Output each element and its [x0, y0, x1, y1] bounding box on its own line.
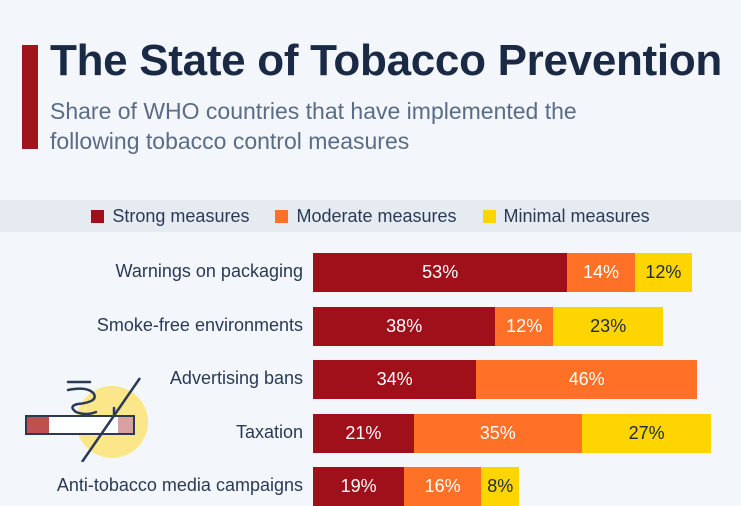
title-accent-bar [22, 45, 38, 149]
bar-segment: 12% [495, 306, 553, 346]
data-label: 16% [424, 476, 461, 496]
data-label: 27% [628, 422, 665, 443]
bar-segment: 8% [481, 467, 520, 506]
bar-segment: 14% [567, 253, 635, 292]
legend-swatch [482, 209, 496, 223]
data-label: 38% [386, 315, 423, 336]
legend-label: Strong measures [112, 205, 250, 226]
bar-segment: 38% [313, 306, 496, 346]
data-label: 14% [582, 262, 619, 282]
data-label: 12% [645, 262, 682, 282]
legend: Strong measures Moderate measures Minima… [0, 200, 741, 232]
data-label: 23% [590, 315, 627, 336]
legend-swatch [91, 209, 105, 223]
bar-segment: 53% [313, 253, 568, 292]
data-label: 12% [506, 315, 543, 336]
page-subtitle: Share of WHO countries that have impleme… [50, 98, 577, 154]
bar-segment: 19% [313, 467, 405, 506]
bar-segment: 35% [413, 413, 582, 453]
legend-item-moderate: Moderate measures [275, 205, 457, 227]
no-smoking-icon [25, 377, 148, 462]
bar-segment: 12% [634, 253, 693, 292]
category-label: Taxation [235, 421, 303, 442]
category-label: Smoke-free environments [96, 314, 303, 335]
legend-item-strong: Strong measures [91, 206, 249, 227]
category-label: Advertising bans [169, 368, 303, 388]
data-label: 46% [568, 369, 605, 389]
bar-segment: 16% [404, 467, 481, 506]
data-label: 19% [340, 476, 377, 496]
legend-swatch [275, 209, 289, 223]
bar-segment: 27% [581, 413, 712, 453]
legend-item-minimal: Minimal measures [482, 205, 650, 227]
data-label: 34% [376, 369, 413, 389]
bar-segment: 21% [313, 413, 414, 453]
data-label: 53% [422, 262, 459, 282]
bar-segment: 23% [553, 306, 664, 346]
legend-label: Moderate measures [296, 205, 457, 226]
data-label: 8% [487, 476, 514, 496]
category-label: Warnings on packaging [115, 261, 303, 281]
bar-segment: 46% [476, 360, 697, 399]
bar-segment: 34% [313, 360, 477, 399]
page-title: The State of Tobacco Prevention [50, 36, 722, 85]
data-label: 21% [345, 422, 382, 443]
data-label: 35% [479, 422, 516, 443]
legend-label: Minimal measures [503, 205, 650, 226]
